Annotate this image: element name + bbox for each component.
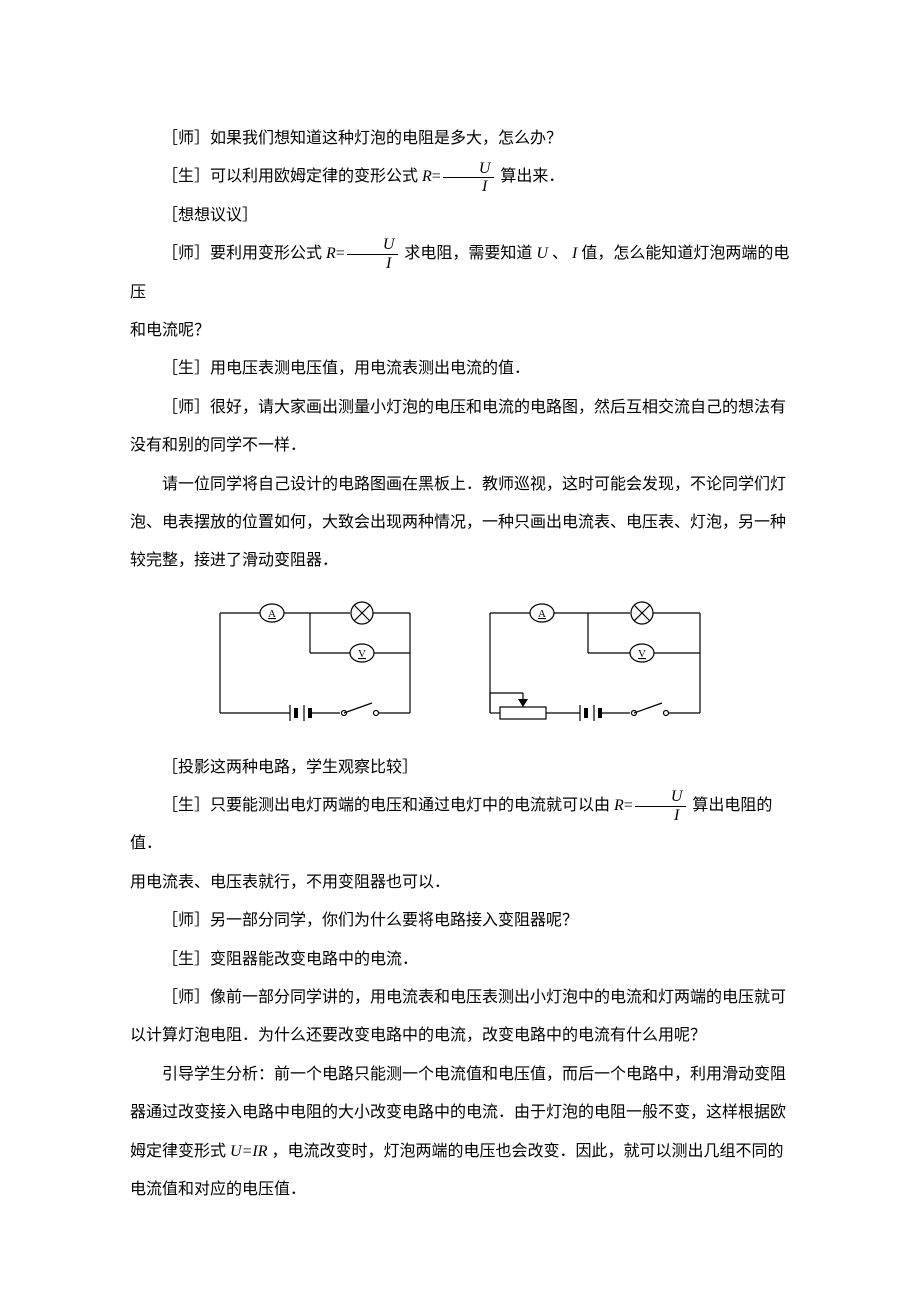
- fraction-U-over-I: UI: [635, 788, 687, 824]
- eq: =: [432, 168, 441, 185]
- text: 算出来．: [500, 168, 564, 185]
- eq: =: [624, 797, 633, 814]
- formula-UIR: U=IR: [230, 1143, 267, 1160]
- denominator: I: [443, 178, 495, 196]
- var-R: R: [422, 168, 432, 185]
- paragraph-teacher-q1: ［师］如果我们想知道这种灯泡的电阻是多大，怎么办？: [130, 120, 790, 158]
- paragraph-teacher-q4: ［师］像前一部分同学讲的，用电流表和电压表测出小灯泡中的电流和灯两端的电压就可以…: [130, 979, 790, 1056]
- paragraph-projection: ［投影这两种电路，学生观察比较］: [130, 749, 790, 787]
- fraction-U-over-I: UI: [443, 160, 495, 196]
- svg-text:A: A: [538, 608, 546, 620]
- var-R: R: [326, 245, 336, 262]
- svg-text:A: A: [268, 608, 276, 620]
- numerator: U: [443, 160, 495, 179]
- text: ［师］像前一部分同学讲的，用电流表和电压表测出小灯泡中的电流和灯两端的电压就可以…: [130, 989, 786, 1044]
- var-U: U: [536, 245, 548, 262]
- text: ［师］很好，请大家画出测量小灯泡的电压和电流的电路图，然后互相交流自己的想法有没…: [130, 399, 786, 454]
- svg-text:V: V: [358, 648, 366, 660]
- fraction-U-over-I: UI: [347, 236, 399, 272]
- circuit-diagram-rheostat: A V: [470, 593, 720, 733]
- var-R: R: [614, 797, 624, 814]
- var-I: I: [572, 245, 577, 262]
- paragraph-student-a3-cont: 用电流表、电压表就行，不用变阻器也可以．: [130, 864, 790, 902]
- document-page: ［师］如果我们想知道这种灯泡的电阻是多大，怎么办？ ［生］可以利用欧姆定律的变形…: [0, 0, 920, 1302]
- text: 用电流表、电压表就行，不用变阻器也可以．: [130, 874, 450, 891]
- text: 求电阻，需要知道: [404, 245, 536, 262]
- text: 和电流呢？: [130, 322, 210, 339]
- paragraph-teacher-q2-cont: 和电流呢？: [130, 312, 790, 350]
- text: ［师］如果我们想知道这种灯泡的电阻是多大，怎么办？: [162, 130, 562, 147]
- text: ［师］要利用变形公式: [162, 245, 326, 262]
- eq: =: [336, 245, 345, 262]
- paragraph-student-a2: ［生］用电压表测电压值，用电流表测出电流的值．: [130, 350, 790, 388]
- paragraph-narration-1: 请一位同学将自己设计的电路图画在黑板上．教师巡视，这时可能会发现，不论同学们灯泡…: [130, 466, 790, 581]
- numerator: U: [347, 236, 399, 255]
- paragraph-teacher-q2: ［师］要利用变形公式 R=UI 求电阻，需要知道 U 、 I 值，怎么能知道灯泡…: [130, 235, 790, 312]
- paragraph-student-a3: ［生］只要能测出电灯两端的电压和通过电灯中的电流就可以由 R=UI 算出电阻的值…: [130, 787, 790, 864]
- text: ［想想议议］: [162, 207, 258, 224]
- text: 请一位同学将自己设计的电路图画在黑板上．教师巡视，这时可能会发现，不论同学们灯泡…: [130, 476, 786, 570]
- svg-text:V: V: [638, 648, 646, 660]
- circuit-diagrams: A V: [130, 593, 790, 733]
- text: ［生］用电压表测电压值，用电流表测出电流的值．: [162, 360, 530, 377]
- paragraph-student-a4: ［生］变阻器能改变电路中的电流．: [130, 941, 790, 979]
- text: ［师］另一部分同学，你们为什么要将电路接入变阻器呢？: [162, 912, 578, 929]
- paragraph-student-a1: ［生］可以利用欧姆定律的变形公式 R=UI 算出来．: [130, 158, 790, 196]
- circuit-diagram-basic: A V: [200, 593, 430, 733]
- paragraph-analysis: 引导学生分析：前一个电路只能测一个电流值和电压值，而后一个电路中，利用滑动变阻器…: [130, 1056, 790, 1210]
- text: ［投影这两种电路，学生观察比较］: [162, 759, 418, 776]
- text: 、: [552, 245, 568, 262]
- paragraph-think: ［想想议议］: [130, 197, 790, 235]
- text: ［生］可以利用欧姆定律的变形公式: [162, 168, 422, 185]
- text: ［生］只要能测出电灯两端的电压和通过电灯中的电流就可以由: [162, 797, 614, 814]
- numerator: U: [635, 788, 687, 807]
- text: ［生］变阻器能改变电路中的电流．: [162, 951, 418, 968]
- denominator: I: [347, 255, 399, 273]
- paragraph-teacher-3: ［师］很好，请大家画出测量小灯泡的电压和电流的电路图，然后互相交流自己的想法有没…: [130, 389, 790, 466]
- paragraph-teacher-q3: ［师］另一部分同学，你们为什么要将电路接入变阻器呢？: [130, 902, 790, 940]
- denominator: I: [635, 807, 687, 825]
